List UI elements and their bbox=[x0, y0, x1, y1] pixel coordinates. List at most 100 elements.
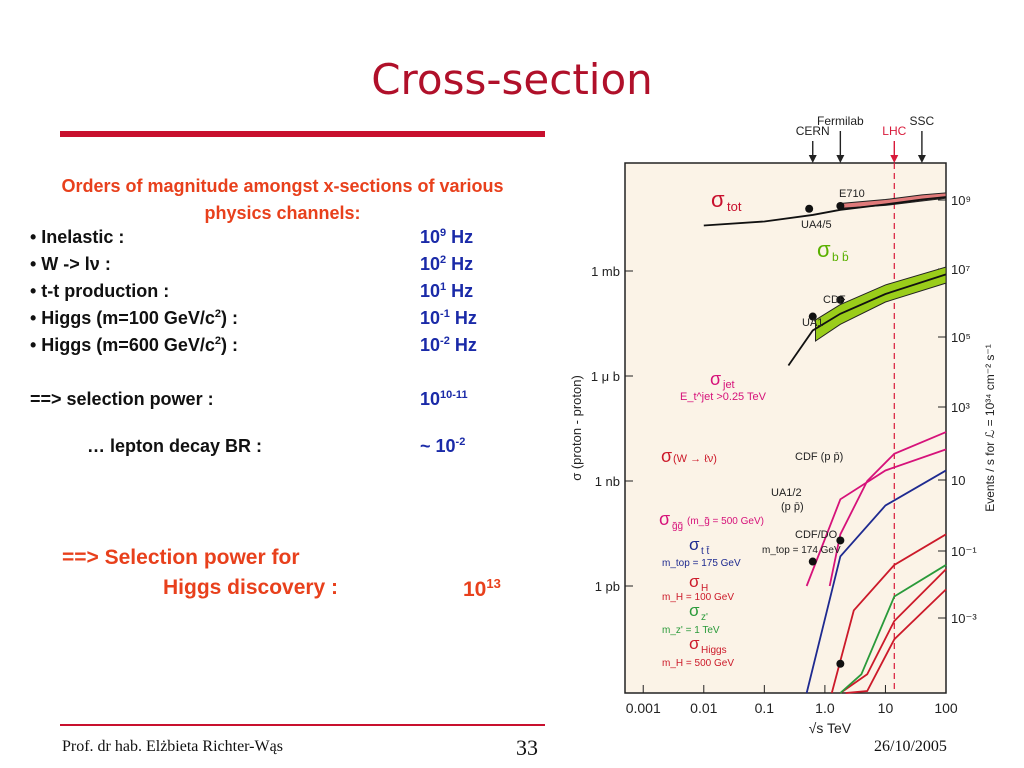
curve-W bbox=[805, 448, 947, 587]
y-tick-label: 1 μ b bbox=[591, 369, 620, 384]
y-tick-label: 1 nb bbox=[595, 474, 620, 489]
sigma-gg-label: σ bbox=[659, 509, 670, 529]
sigma-zprime-sub: z' bbox=[701, 612, 708, 623]
sigma-tot-band bbox=[839, 192, 947, 209]
rate-value: 101 Hz bbox=[420, 281, 474, 301]
x-tick-label: 1.0 bbox=[815, 700, 835, 716]
curve-gg bbox=[839, 568, 947, 694]
y-axis-title: σ (proton - proton) bbox=[569, 375, 584, 481]
rate-row-higgs100: • Higgs (m=100 GeV/c2) : 10-1 Hz bbox=[30, 308, 550, 334]
sigma-h-sub: H bbox=[701, 583, 708, 594]
rate-value: 10-2 Hz bbox=[420, 335, 477, 355]
rate-label: • t-t production : bbox=[30, 281, 170, 301]
orders-heading: Orders of magnitude amongst x-sections o… bbox=[61, 176, 504, 223]
slide-title: Cross-section bbox=[371, 55, 653, 104]
point-label-cdf-ppbar: CDF (p p̄) bbox=[795, 451, 843, 463]
plot-frame bbox=[624, 162, 947, 694]
y-right-tick-label: 10⁻³ bbox=[951, 611, 977, 626]
rate-label: … lepton decay BR : bbox=[87, 436, 263, 456]
sigma-jet-sub: jet bbox=[722, 379, 735, 391]
data-point bbox=[805, 204, 814, 213]
cross-section-chart: 1 mb 1 μ b 1 nb 1 pb 10⁹ 10⁷ 10⁵ 10³ 10 10⁻¹ 10⁻³ 0… bbox=[569, 114, 997, 736]
y-right-tick-label: 10⁻¹ bbox=[951, 544, 977, 559]
curve-jet bbox=[828, 431, 947, 587]
title-rule bbox=[60, 131, 545, 137]
rate-row-inelastic: • Inelastic : 109 Hz bbox=[30, 227, 550, 253]
data-point bbox=[836, 659, 845, 668]
sigma-h-label: σ bbox=[689, 572, 700, 591]
point-label-cdf: CDF bbox=[823, 294, 846, 306]
sigma-jet-cut: E_t^jet >0.25 TeV bbox=[680, 391, 767, 403]
higgs-discovery-label: Higgs discovery : bbox=[163, 576, 339, 599]
machine-arrowhead bbox=[836, 155, 845, 163]
point-label-ppbar: (p p̄) bbox=[781, 501, 804, 513]
sigma-higgs-sub: Higgs bbox=[701, 645, 727, 656]
point-label-ua1: UA1 bbox=[802, 317, 823, 329]
rate-label: • Inelastic : bbox=[30, 227, 125, 247]
sigma-w-process: (W → ℓν) bbox=[673, 453, 717, 465]
rate-row-w: • W -> lν : 102 Hz bbox=[30, 254, 550, 280]
higgs-discovery-value: 1013 bbox=[463, 576, 501, 601]
rate-value: ~ 10-2 bbox=[420, 436, 466, 456]
curve-bb bbox=[787, 273, 947, 366]
sigma-h-mass: m_H = 100 GeV bbox=[662, 592, 734, 603]
higgs-discovery-line: Higgs discovery : 1013 bbox=[163, 576, 501, 601]
sigma-zprime-mass: m_z' = 1 TeV bbox=[662, 625, 720, 636]
y-right-tick-label: 10³ bbox=[951, 400, 970, 415]
machine-label: Fermilab bbox=[817, 114, 864, 128]
data-point bbox=[836, 536, 845, 545]
point-label-e710: E710 bbox=[839, 188, 865, 200]
curve-Higgs500 bbox=[845, 588, 947, 694]
point-label-cdfdo: CDF/DO bbox=[795, 529, 838, 541]
x-tick-label: 10 bbox=[878, 700, 894, 716]
footer-date: 26/10/2005 bbox=[874, 738, 947, 755]
x-tick-label: 0.01 bbox=[690, 700, 717, 716]
data-point bbox=[808, 312, 817, 321]
rate-value: 10-1 Hz bbox=[420, 308, 477, 328]
rate-value: 109 Hz bbox=[420, 227, 474, 247]
sigma-tot-label: σ bbox=[711, 187, 725, 212]
sigma-gg-sub: g̃g̃ bbox=[672, 521, 683, 532]
x-tick-label: 0.1 bbox=[755, 700, 775, 716]
sigma-gg-mass: (m_g̃ = 500 GeV) bbox=[687, 516, 764, 527]
sigma-jet-label: σ bbox=[710, 369, 721, 389]
rate-label: • Higgs (m=600 GeV/c2) : bbox=[30, 335, 239, 355]
selection-power-heading: ==> Selection power for bbox=[62, 546, 300, 569]
machine-label: SSC bbox=[910, 114, 935, 128]
y-tick-label: 1 pb bbox=[595, 579, 620, 594]
machine-label: CERN bbox=[796, 124, 830, 138]
mtop-174-label: m_top = 174 GeV bbox=[762, 545, 841, 556]
y-right-tick-label: 10 bbox=[951, 473, 965, 488]
point-label-ua45: UA4/5 bbox=[801, 219, 832, 231]
sigma-bb-label: σ bbox=[817, 237, 831, 262]
sigma-higgs-mass: m_H = 500 GeV bbox=[662, 658, 734, 669]
sigma-zprime-label: σ bbox=[689, 601, 700, 620]
rate-value: 102 Hz bbox=[420, 254, 474, 274]
footer-author: Prof. dr hab. Elżbieta Richter-Wąs bbox=[62, 738, 283, 755]
machine-arrowhead bbox=[808, 155, 817, 163]
data-point bbox=[836, 295, 845, 304]
sigma-tt-sub: t t̄ bbox=[701, 545, 710, 557]
data-point bbox=[836, 201, 845, 210]
curve-tt bbox=[805, 469, 947, 694]
machine-arrowhead bbox=[917, 155, 926, 163]
curve-Zprime bbox=[839, 564, 947, 694]
curve-H100 bbox=[830, 533, 947, 694]
selection-power-row: ==> selection power : 1010-11 bbox=[30, 389, 550, 415]
machine-arrowhead bbox=[890, 155, 899, 163]
lepton-br-row: … lepton decay BR : ~ 10-2 bbox=[30, 436, 550, 462]
machine-label: LHC bbox=[882, 124, 906, 138]
rate-row-higgs600: • Higgs (m=600 GeV/c2) : 10-2 Hz bbox=[30, 335, 550, 361]
sigma-tot-sub: tot bbox=[727, 199, 742, 214]
sigma-bb-sub: b b̄ bbox=[832, 250, 849, 264]
data-point bbox=[808, 557, 817, 566]
point-label-ua12: UA1/2 bbox=[771, 487, 802, 499]
rate-row-tt: • t-t production : 101 Hz bbox=[30, 281, 550, 307]
y-axis-title-right: Events / s for ℒ = 10³⁴ cm⁻² s⁻¹ bbox=[983, 344, 997, 512]
y-right-tick-label: 10⁹ bbox=[951, 193, 971, 208]
x-tick-label: 0.001 bbox=[626, 700, 661, 716]
x-tick-label: 100 bbox=[934, 700, 958, 716]
y-tick-label: 1 mb bbox=[591, 264, 620, 279]
page-number: 33 bbox=[516, 735, 538, 760]
y-right-tick-label: 10⁵ bbox=[951, 330, 971, 345]
